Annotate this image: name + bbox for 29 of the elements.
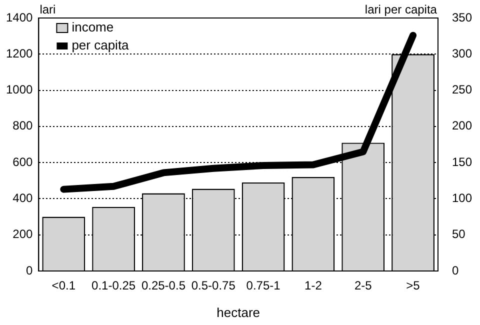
y-tick-label: 0 <box>26 263 34 278</box>
y2-tick-label: 200 <box>452 118 472 133</box>
y-tick-label: 1400 <box>6 10 34 24</box>
y-axis-title: lari <box>40 2 56 16</box>
y-tick-label: 400 <box>12 191 34 206</box>
y-tick-label: 600 <box>12 154 34 169</box>
x-tick-label: 0.1-0.25 <box>92 278 136 293</box>
y2-tick-label: 150 <box>452 154 472 169</box>
x-tick-label: >5 <box>406 278 420 293</box>
x-tick-label: 0.75-1 <box>246 278 281 293</box>
x-tick-label: 2-5 <box>354 278 372 293</box>
x-axis-title: hectare <box>216 304 260 320</box>
y-tick-label: 800 <box>12 118 34 133</box>
y2-tick-label: 300 <box>452 46 472 60</box>
y2-tick-label: 250 <box>452 82 472 97</box>
legend-label: per capita <box>72 38 130 53</box>
x-tick-label: 0.5-0.75 <box>191 278 236 293</box>
x-tick-label: 0.25-0.5 <box>141 278 186 293</box>
y-tick-label: 1200 <box>6 46 34 60</box>
y2-tick-label: 50 <box>452 227 466 242</box>
y2-tick-label: 350 <box>452 10 472 24</box>
y2-tick-label: 0 <box>452 263 459 278</box>
y2-tick-label: 100 <box>452 191 472 206</box>
y2-axis-title: lari per capita <box>364 2 438 16</box>
legend-label: income <box>72 20 114 35</box>
x-tick-label: <0.1 <box>52 278 76 293</box>
y-tick-label: 1000 <box>6 82 34 97</box>
x-tick-label: 1-2 <box>304 278 322 293</box>
y-tick-label: 200 <box>12 227 34 242</box>
